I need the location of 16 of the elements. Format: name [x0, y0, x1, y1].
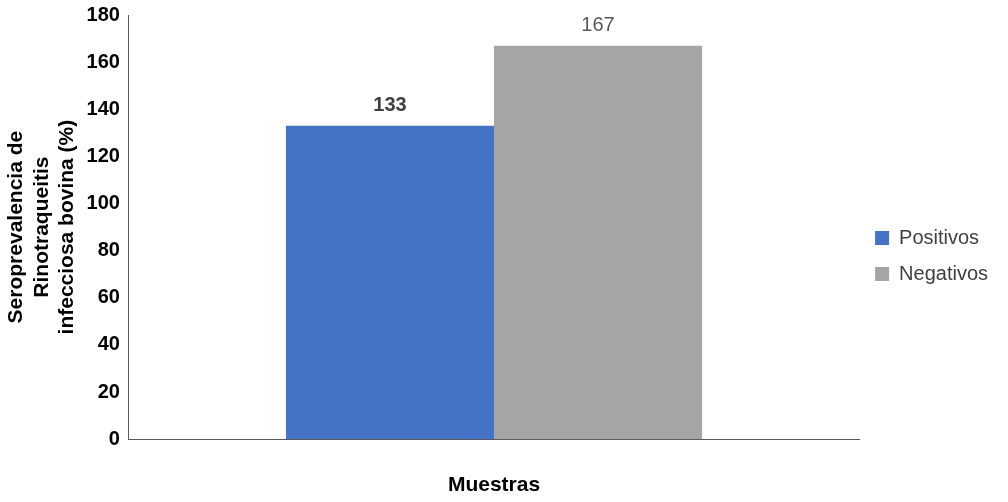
legend-label: Negativos: [899, 261, 988, 284]
y-tick-label: 100: [86, 191, 120, 214]
y-tick-label: 120: [86, 143, 120, 166]
y-tick-label: 0: [108, 426, 120, 449]
y-tick-label: 60: [97, 285, 120, 308]
legend-label: Positivos: [899, 225, 980, 248]
y-axis-title: Seroprevalencia de Rinotraqueitis infecciosa bovina (%): [3, 119, 77, 335]
data-label: 167: [581, 13, 615, 36]
y-tick-label: 40: [97, 332, 120, 355]
y-tick-label: 180: [86, 2, 120, 25]
data-label: 133: [373, 93, 407, 116]
x-axis-title: Muestras: [447, 472, 541, 496]
y-tick-label: 160: [86, 49, 120, 72]
y-tick-label: 140: [86, 96, 120, 119]
y-tick-label: 20: [97, 379, 120, 402]
y-tick-label: 80: [97, 238, 120, 261]
